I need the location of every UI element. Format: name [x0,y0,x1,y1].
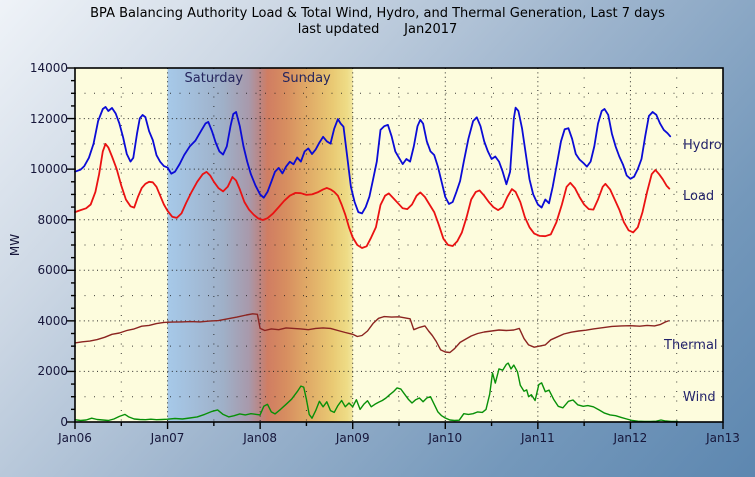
y-tick-label: 8000 [37,212,68,227]
x-tick-label: Jan06 [58,431,92,445]
series-line-wind [74,362,679,423]
x-tick-label: Jan12 [613,431,648,445]
x-tick-label: Jan13 [706,431,740,445]
x-tick-label: Jan09 [335,431,370,445]
band-label-saturday: Saturday [184,71,244,86]
y-tick-label: 4000 [37,313,68,328]
x-tick-label: Jan10 [428,431,463,445]
legend-label-load: Load [683,189,715,204]
x-tick-label: Jan11 [520,431,555,445]
series-line-load [74,142,671,249]
chart-subtitle: last updated Jan2017 [297,22,458,37]
y-tick-label: 12000 [29,111,68,126]
series-line-hydro [74,106,672,215]
legend-label-thermal: Thermal [664,338,718,353]
y-tick-label: 0 [60,415,68,429]
y-tick-label: 2000 [37,364,68,379]
y-tick-label: 6000 [37,263,68,278]
series-line-thermal [74,313,670,354]
legend-label-wind: Wind [683,390,716,405]
band-label-sunday: Sunday [282,71,331,86]
legend-label-hydro: Hydro [683,138,722,153]
chart-title: BPA Balancing Authority Load & Total Win… [90,6,665,21]
x-tick-label: Jan08 [243,431,278,445]
y-tick-label: 10000 [29,162,68,177]
y-tick-label: 14000 [29,61,68,75]
x-tick-label: Jan07 [150,431,185,445]
